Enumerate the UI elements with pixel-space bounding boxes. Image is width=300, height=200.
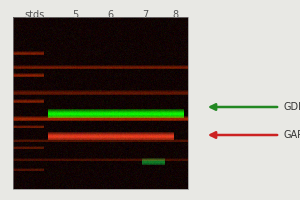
Text: 6: 6 bbox=[107, 10, 113, 20]
Text: 5: 5 bbox=[72, 10, 78, 20]
Bar bbox=[13, 17, 188, 189]
Text: stds: stds bbox=[25, 10, 45, 20]
Text: 8: 8 bbox=[172, 10, 178, 20]
Text: GAPDH: GAPDH bbox=[283, 130, 300, 140]
Text: 7: 7 bbox=[142, 10, 148, 20]
Text: GDH: GDH bbox=[283, 102, 300, 112]
